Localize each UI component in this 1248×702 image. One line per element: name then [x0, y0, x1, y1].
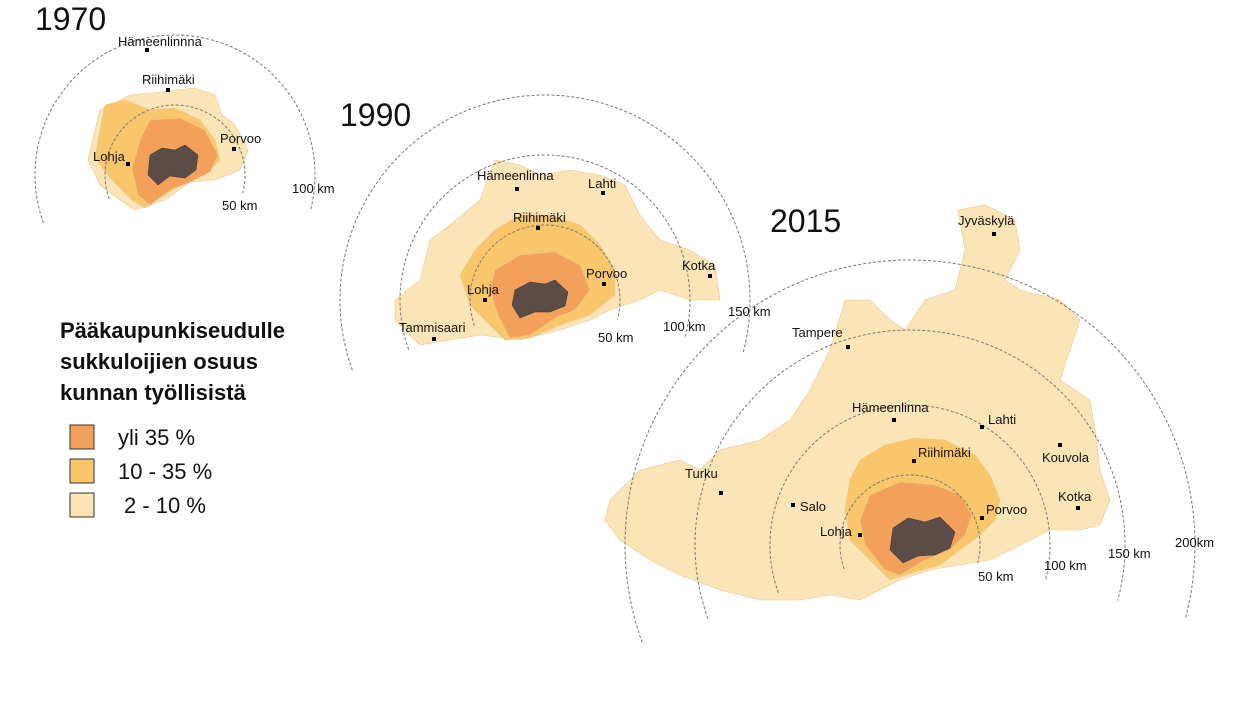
city-marker	[791, 503, 795, 507]
city-marker	[601, 191, 605, 195]
city-label: Riihimäki	[918, 445, 971, 460]
map-2015-regions	[604, 204, 1111, 601]
legend-item: yli 35 %	[118, 425, 195, 450]
city-marker	[232, 147, 236, 151]
ring-label: 50 km	[978, 569, 1013, 584]
city-label: Tampere	[792, 325, 843, 340]
city-label: Salo	[800, 499, 826, 514]
city-label: Jyväskylä	[958, 213, 1015, 228]
ring-label: 150 km	[728, 304, 771, 319]
city-label: Lohja	[93, 149, 126, 164]
ring-label: 100 km	[292, 181, 335, 196]
city-label: Porvoo	[986, 502, 1027, 517]
legend-item: 10 - 35 %	[118, 459, 212, 484]
map-year: 1970	[35, 1, 106, 37]
ring-label: 200km	[1175, 535, 1214, 550]
city-label: Porvoo	[220, 131, 261, 146]
city-label: Porvoo	[586, 266, 627, 281]
ring-label: 50 km	[598, 330, 633, 345]
legend-swatch	[69, 492, 95, 518]
distance-ring	[34, 34, 316, 224]
legend: Pääkaupunkiseudulle sukkuloijien osuus kun…	[60, 318, 285, 518]
city-marker	[858, 533, 862, 537]
ring-label: 100 km	[663, 319, 706, 334]
city-label: Hämeenlinna	[477, 168, 554, 183]
city-marker	[432, 337, 436, 341]
city-marker	[126, 162, 130, 166]
legend-item: 2 - 10 %	[124, 493, 206, 518]
city-label: Lohja	[820, 524, 853, 539]
map-1990-regions	[394, 159, 721, 346]
distance-ring	[769, 404, 1051, 594]
city-marker	[515, 187, 519, 191]
city-label: Lohja	[467, 282, 500, 297]
city-marker	[892, 418, 896, 422]
distance-ring	[104, 104, 246, 200]
city-label: Hämeenlinna	[852, 400, 929, 415]
city-label: Riihimäki	[513, 210, 566, 225]
city-marker	[145, 48, 149, 52]
city-marker	[980, 425, 984, 429]
city-marker	[980, 516, 984, 520]
city-marker	[536, 226, 540, 230]
city-marker	[166, 88, 170, 92]
city-marker	[846, 345, 850, 349]
distance-ring	[694, 329, 1126, 619]
ring-label: 50 km	[222, 198, 257, 213]
city-label: Kotka	[682, 258, 716, 273]
city-label: Turku	[685, 466, 718, 481]
distance-ring	[624, 259, 1196, 643]
city-marker	[708, 274, 712, 278]
city-marker	[602, 282, 606, 286]
city-marker	[483, 298, 487, 302]
city-label: Kouvola	[1042, 450, 1090, 465]
map-year: 2015	[770, 203, 841, 239]
ring-label: 150 km	[1108, 546, 1151, 561]
distance-rings	[34, 34, 1196, 643]
distance-ring	[399, 154, 691, 350]
city-label: Lahti	[988, 412, 1016, 427]
legend-swatch	[69, 424, 95, 450]
city-label: Kotka	[1058, 489, 1092, 504]
labels: 50 km 100 km 1970 Hämeenlinnna Riihimäki Porv…	[35, 1, 1214, 584]
city-label: Hämeenlinnna	[118, 34, 203, 49]
city-marker	[912, 459, 916, 463]
legend-swatch	[69, 458, 95, 484]
city-label: Tammisaari	[399, 320, 466, 335]
city-label: Lahti	[588, 176, 616, 191]
distance-ring	[839, 474, 981, 570]
city-marker	[992, 232, 996, 236]
legend-title: Pääkaupunkiseudulle	[60, 318, 285, 343]
legend-title: sukkuloijien osuus	[60, 349, 258, 374]
city-label: Riihimäki	[142, 72, 195, 87]
city-marker	[1076, 506, 1080, 510]
map-year: 1990	[340, 97, 411, 133]
legend-title: kunnan työllisistä	[60, 380, 247, 405]
map-1970-regions	[87, 87, 249, 211]
city-marker	[719, 491, 723, 495]
distance-ring	[469, 224, 621, 326]
ring-label: 100 km	[1044, 558, 1087, 573]
distance-ring	[339, 94, 751, 371]
city-marker	[1058, 443, 1062, 447]
